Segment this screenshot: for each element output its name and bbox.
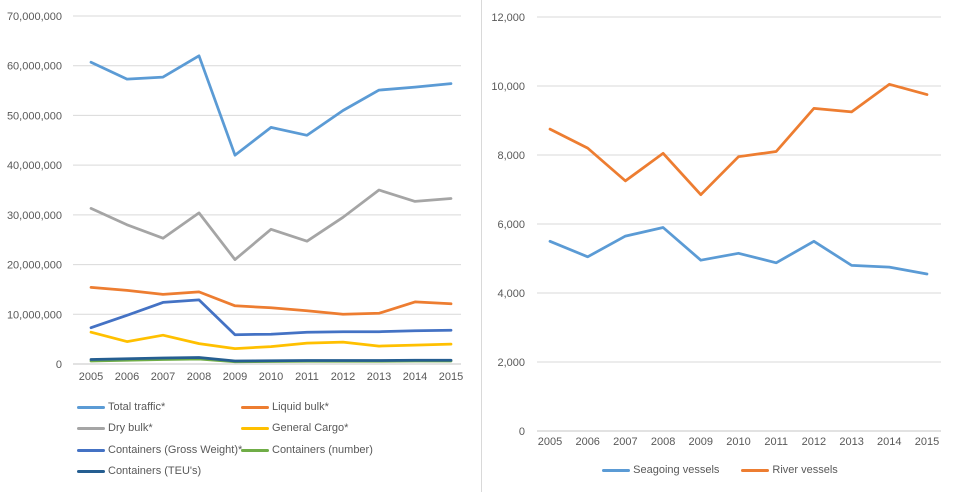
series-line-liquid-bulk [89,286,453,316]
x-axis-tick-label: 2008 [187,371,211,383]
y-axis-tick-label: 0 [56,359,62,371]
x-axis-tick-label: 2005 [538,436,562,448]
legend-item-general-cargo: General Cargo* [241,422,348,436]
y-axis-tick-label: 10,000 [491,81,525,93]
legend-label: Containers (Gross Weight)* [108,443,243,456]
y-axis-tick-label: 50,000,000 [7,110,62,122]
series-line-dry-bulk [89,188,453,261]
series-line-total-traffic [89,54,453,157]
vessels-legend: Seagoing vessels River vessels [482,464,958,477]
legend-label: Liquid bulk* [272,400,329,413]
y-axis-tick-label: 6,000 [497,219,525,231]
x-axis-tick-label: 2006 [575,436,599,448]
y-axis-tick-label: 20,000,000 [7,260,62,272]
y-axis-tick-label: 70,000,000 [7,11,62,23]
chart-divider [481,0,482,492]
series-line-containers-gross-weight [89,298,453,337]
cargo-traffic-chart: 0 10,000,000 20,000,000 30,000,000 40,000,00… [7,11,463,479]
x-axis-tick-label: 2015 [439,371,463,383]
y-axis-tick-label: 2,000 [497,357,525,369]
legend-label: Containers (TEU's) [108,465,202,477]
y-axis-tick-label: 0 [519,426,525,438]
legend-item-containers-gross-weight: Containers (Gross Weight)* [77,443,242,457]
x-axis-tick-label: 2014 [877,436,901,448]
series-line-river-vessels [548,82,929,197]
y-axis-tick-label: 10,000,000 [7,309,62,321]
x-axis-tick-label: 2007 [151,371,175,383]
legend-item-total-traffic: Total traffic* [77,400,165,414]
legend-line-marker [241,405,269,409]
x-axis-tick-label: 2009 [223,371,247,383]
legend-label: River vessels [772,464,838,476]
legend-line-marker [741,469,770,472]
x-axis-tick-label: 2012 [331,371,355,383]
x-axis-tick-label: 2011 [295,371,319,383]
legend-line-marker [77,448,105,452]
y-axis-tick-label: 12,000 [491,12,525,24]
vessels-chart: 0 2,000 4,000 6,000 8,000 10,000 12,000 2005 200… [482,0,958,492]
cargo-traffic-plot: 0 10,000,000 20,000,000 30,000,000 40,000,00… [7,11,463,383]
x-axis-tick-label: 2008 [651,436,675,448]
legend-line-marker [602,469,631,472]
x-axis-tick-label: 2010 [726,436,750,448]
x-axis-tick-label: 2013 [839,436,863,448]
legend-line-marker [77,470,105,473]
legend-item-river-vessels: River vessels [741,464,838,477]
legend-item-liquid-bulk: Liquid bulk* [241,400,329,414]
series-line-general-cargo [89,330,453,350]
series-line-containers-teu-s [89,356,453,363]
x-axis-tick-label: 2012 [802,436,826,448]
legend-line-marker [77,427,105,430]
x-axis-tick-label: 2011 [764,436,788,448]
y-axis-tick-label: 40,000,000 [7,160,62,172]
y-axis-tick-label: 60,000,000 [7,61,62,73]
x-axis-tick-label: 2009 [689,436,713,448]
legend-line-marker [241,427,269,430]
legend-item-containers-number: Containers (number) [241,443,373,457]
x-axis-tick-label: 2015 [915,436,939,448]
vessels-plot: 0 2,000 4,000 6,000 8,000 10,000 12,000 2005 200… [491,12,941,448]
legend-label: Dry bulk* [108,422,153,434]
legend-line-marker [241,448,269,452]
legend-item-dry-bulk: Dry bulk* [77,422,153,436]
x-axis-tick-label: 2013 [367,371,391,383]
x-axis-tick-label: 2007 [613,436,637,448]
y-axis-tick-label: 30,000,000 [7,210,62,222]
x-axis-tick-label: 2010 [259,371,283,383]
legend-line-marker [77,405,105,409]
series-line-seagoing-vessels [548,226,929,276]
legend-label: Seagoing vessels [633,464,720,476]
x-axis-tick-label: 2006 [115,371,139,383]
y-axis-tick-label: 4,000 [497,288,525,300]
legend-item-seagoing-vessels: Seagoing vessels [602,464,719,477]
y-axis-tick-label: 8,000 [497,150,525,162]
x-axis-tick-label: 2014 [403,371,427,383]
x-axis-tick-label: 2005 [79,371,103,383]
legend-label: Total traffic* [108,400,166,413]
legend-label: Containers (number) [272,443,373,456]
legend-label: General Cargo* [272,422,349,434]
legend-item-containers-teu-s: Containers (TEU's) [77,465,201,479]
